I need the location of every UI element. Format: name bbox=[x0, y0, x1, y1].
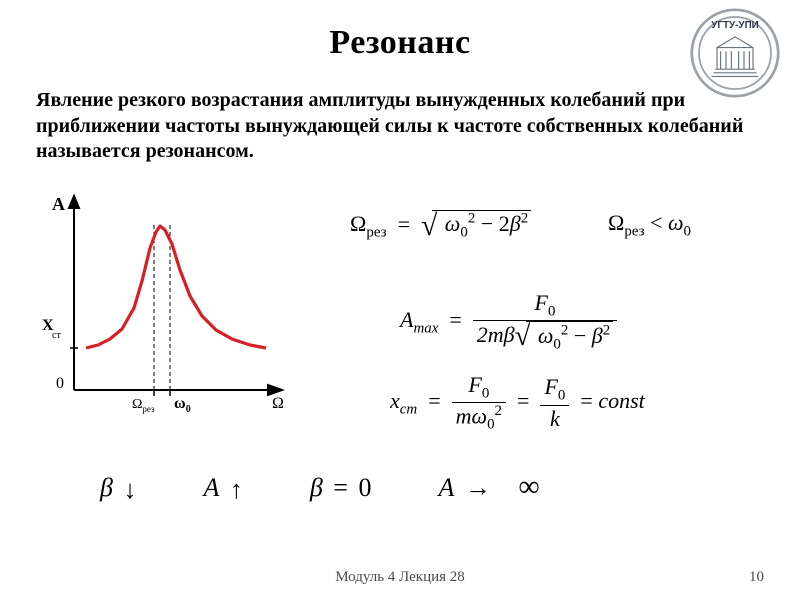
origin-label: 0 bbox=[56, 375, 64, 392]
formula-inequality: Ωрез < ω0 bbox=[608, 210, 691, 240]
resonance-chart: A X ст 0 Ωрез ω0 Ω bbox=[36, 190, 296, 420]
y-axis-label-A: A bbox=[52, 194, 65, 214]
x-tick-res: Ωрез bbox=[132, 397, 155, 414]
omega-res-lhs: Ωрез bbox=[350, 211, 387, 236]
definition-text: Явление резкого возрастания амплитуды вы… bbox=[36, 88, 766, 165]
limits-row: β ↓ A ↑ β = 0 A → ∞ bbox=[100, 470, 542, 504]
slide: УГТУ-УПИ Резонанс Явление резкого возрас… bbox=[0, 0, 800, 600]
formula-resonance-frequency: Ωрез = √ ω02 − 2β2 bbox=[350, 210, 531, 243]
footer-text: Модуль 4 Лекция 28 bbox=[0, 569, 800, 586]
svg-text:ст: ст bbox=[52, 330, 61, 341]
x-tick-omega0: ω0 bbox=[174, 395, 191, 415]
arrow-up-icon: ↑ bbox=[230, 475, 245, 505]
arrow-down-icon: ↓ bbox=[123, 475, 138, 505]
page-number: 10 bbox=[749, 569, 764, 586]
infinity-icon: ∞ bbox=[518, 470, 541, 503]
x-axis-label: Ω bbox=[272, 395, 284, 412]
formula-amax: Amax = F0 2mβ √ ω02 − β2 bbox=[400, 290, 617, 353]
formula-xstatic: xст = F0 mω02 = F0 k = const bbox=[390, 372, 645, 434]
slide-title: Резонанс bbox=[0, 24, 800, 62]
